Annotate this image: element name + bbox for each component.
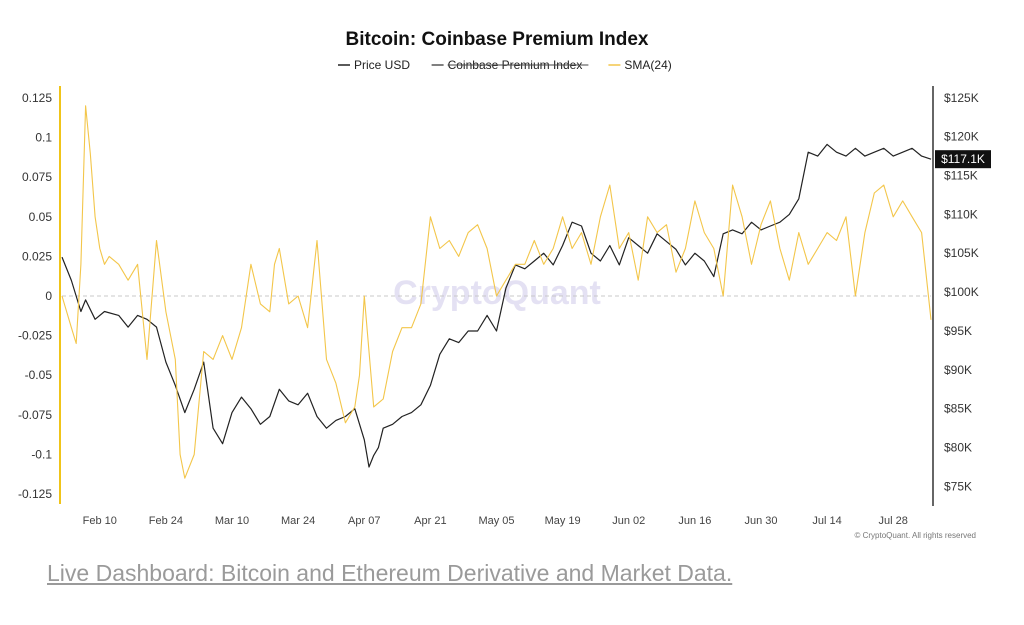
price-usd-line <box>61 143 932 468</box>
left-tick-label: 0.125 <box>22 91 52 105</box>
x-tick-label: May 19 <box>545 515 581 527</box>
x-tick-label: Mar 10 <box>215 515 249 527</box>
left-tick-label: -0.05 <box>25 368 53 382</box>
left-axis: 0.125 0.1 0.075 0.05 0.025 0 -0.025 -0.05 -0.075… <box>18 86 61 504</box>
sma-24-line <box>61 105 932 479</box>
legend-item: Coinbase Premium Index <box>431 58 589 72</box>
right-tick-label: $115K <box>944 169 978 183</box>
x-tick-label: Apr 07 <box>348 515 380 527</box>
left-tick-label: 0.05 <box>29 210 53 224</box>
right-tick-label: $110K <box>944 207 978 221</box>
current-price-badge: $117.1K <box>935 150 991 169</box>
right-tick-label: $120K <box>944 130 979 144</box>
credit-text: © CryptoQuant. All rights reserved <box>855 531 977 540</box>
premium-index-chart: Bitcoin: Coinbase Premium Index Price US… <box>18 29 991 540</box>
right-tick-label: $90K <box>944 363 972 377</box>
x-tick-label: Jun 30 <box>744 515 777 527</box>
right-tick-label: $80K <box>944 441 972 455</box>
x-tick-label: Feb 10 <box>83 515 117 527</box>
left-tick-label: 0.075 <box>22 170 52 184</box>
x-axis: Feb 10 Feb 24 Mar 10 Mar 24 Apr 07 Apr 21 May … <box>83 515 908 527</box>
watermark: CryptoQuant <box>393 274 601 312</box>
series-group <box>61 105 932 479</box>
left-tick-label: -0.025 <box>18 329 52 343</box>
right-tick-label: $85K <box>944 402 972 416</box>
right-tick-label: $105K <box>944 246 979 260</box>
right-axis: $125K $120K $115K $110K $105K $100K $95K $90K $8… <box>932 86 979 506</box>
legend-item: SMA(24) <box>608 58 672 72</box>
left-tick-label: 0 <box>45 289 52 303</box>
chart-legend: Price USD Coinbase Premium Index SMA(24) <box>338 58 672 72</box>
right-tick-label: $100K <box>944 285 979 299</box>
left-tick-label: 0.025 <box>22 249 52 263</box>
x-tick-label: May 05 <box>478 515 514 527</box>
legend-item: Price USD <box>338 58 410 72</box>
right-tick-label: $125K <box>944 91 979 105</box>
price-badge-bg <box>935 150 991 169</box>
left-tick-label: 0.1 <box>35 131 52 145</box>
left-tick-label: -0.075 <box>18 408 52 422</box>
x-tick-label: Feb 24 <box>149 515 183 527</box>
left-tick-label: -0.125 <box>18 487 52 501</box>
left-tick-label: -0.1 <box>31 447 52 461</box>
legend-label: SMA(24) <box>624 58 671 72</box>
price-badge-label: $117.1K <box>941 152 985 166</box>
legend-label: Price USD <box>354 58 410 72</box>
x-tick-label: Jul 14 <box>812 515 841 527</box>
dashboard-link[interactable]: Live Dashboard: Bitcoin and Ethereum Der… <box>47 560 733 586</box>
x-tick-label: Jul 28 <box>879 515 908 527</box>
x-tick-label: Jun 16 <box>678 515 711 527</box>
right-tick-label: $75K <box>944 479 972 493</box>
right-tick-label: $95K <box>944 324 972 338</box>
x-tick-label: Apr 21 <box>414 515 446 527</box>
chart-title: Bitcoin: Coinbase Premium Index <box>346 29 649 50</box>
x-tick-label: Jun 02 <box>612 515 645 527</box>
x-tick-label: Mar 24 <box>281 515 315 527</box>
